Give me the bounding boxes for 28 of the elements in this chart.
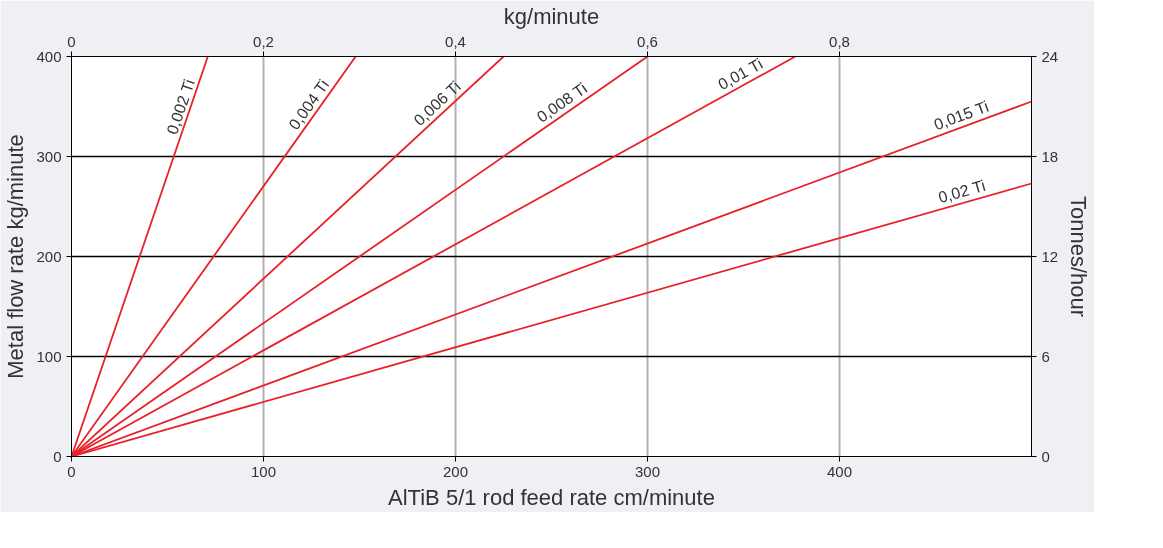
y-tick-label: 0: [53, 447, 62, 465]
y-tick-label: 300: [36, 147, 62, 165]
x-tick-label: 400: [826, 462, 853, 480]
x-axis-title: AlTiB 5/1 rod feed rate cm/minute: [388, 484, 715, 510]
x2-tick-label: 0,2: [253, 32, 274, 50]
text: 0,002 Ti: [163, 77, 198, 137]
y2-tick-label: 24: [1041, 47, 1059, 65]
y-axis-title: Metal flow rate kg/minute: [3, 134, 29, 379]
x-tick-label: 100: [250, 462, 277, 480]
x-tick-label: 0: [67, 462, 76, 480]
x2-tick-label: 0,4: [445, 32, 466, 50]
text: 0,015 Ti: [931, 97, 991, 134]
y2-tick-label: 18: [1041, 147, 1059, 165]
text: 0,02 Ti: [936, 176, 988, 207]
text: 0,01 Ti: [715, 55, 766, 94]
x2-tick-label: 0: [67, 32, 76, 50]
y2-tick-label: 0: [1041, 447, 1050, 465]
x2-axis-title: kg/minute: [503, 3, 600, 29]
x-tick-label: 200: [442, 462, 469, 480]
y-tick-label: 200: [36, 247, 62, 265]
x-tick-label: 300: [634, 462, 661, 480]
y-tick-label: 400: [36, 47, 62, 65]
y2-tick-label: 12: [1041, 247, 1059, 265]
x2-tick-label: 0,8: [829, 32, 850, 50]
y2-tick-label: 6: [1041, 347, 1050, 365]
y-tick-label: 100: [36, 347, 62, 365]
y2-axis-title: Tonnes/hour: [1066, 195, 1092, 318]
x2-tick-label: 0,6: [637, 32, 658, 50]
